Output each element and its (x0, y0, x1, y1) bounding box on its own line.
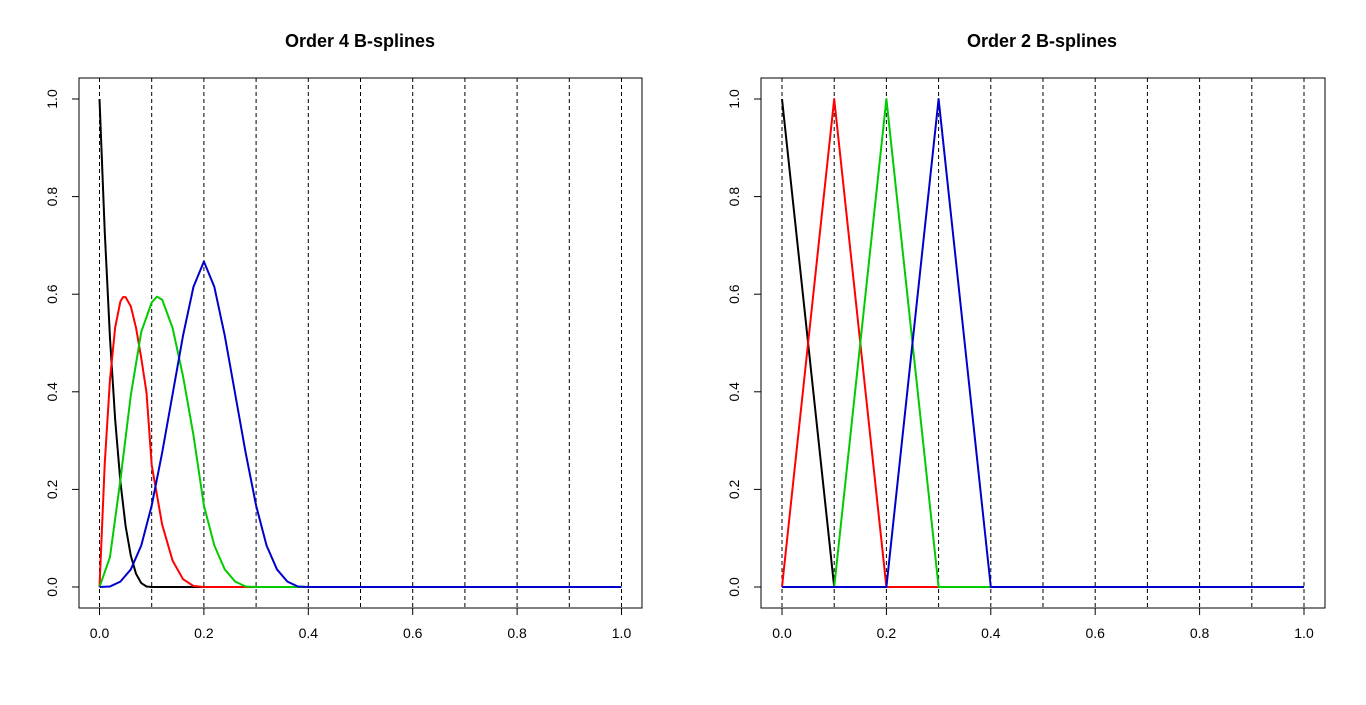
x-tick-label: 1.0 (1294, 625, 1314, 641)
series-line-1 (98, 98, 622, 588)
x-tick-label: 0.2 (877, 625, 897, 641)
x-tick-label: 1.0 (612, 625, 632, 641)
x-tick-label: 0.6 (403, 625, 423, 641)
x-tick-label: 0.4 (299, 625, 319, 641)
y-tick-label: 0.4 (44, 382, 60, 402)
y-tick-label: 0.4 (726, 382, 742, 402)
x-tick-label: 0.4 (981, 625, 1001, 641)
y-tick-label: 1.0 (726, 89, 742, 109)
x-tick-label: 0.0 (90, 625, 110, 641)
series-line-4 (99, 260, 622, 588)
y-tick-label: 0.6 (44, 284, 60, 304)
chart-panel-order-4: Order 4 B-splines 0.0 0.2 0.4 0.6 0.8 1.0 0.0 0… (44, 31, 643, 641)
x-tick-label: 0.0 (772, 625, 792, 641)
y-tick-label: 0.2 (726, 479, 742, 499)
y-tick-label: 0.8 (726, 187, 742, 207)
x-tick-label: 0.8 (1190, 625, 1210, 641)
y-tick-label: 0.8 (44, 187, 60, 207)
series-line-4 (782, 98, 1304, 588)
chart-title: Order 2 B-splines (967, 31, 1117, 51)
y-tick-label: 1.0 (44, 89, 60, 109)
y-tick-label: 0.0 (726, 577, 742, 597)
y-tick-label: 0.0 (44, 577, 60, 597)
series-line-3 (98, 295, 622, 588)
y-tick-label: 0.6 (726, 284, 742, 304)
x-tick-label: 0.6 (1085, 625, 1105, 641)
chart-panel-order-2: Order 2 B-splines 0.0 0.2 0.4 0.6 0.8 1.0 0.0 0… (726, 31, 1326, 641)
y-tick-label: 0.2 (44, 479, 60, 499)
x-tick-label: 0.8 (507, 625, 527, 641)
x-tick-label: 0.2 (194, 625, 214, 641)
chart-title: Order 4 B-splines (285, 31, 435, 51)
